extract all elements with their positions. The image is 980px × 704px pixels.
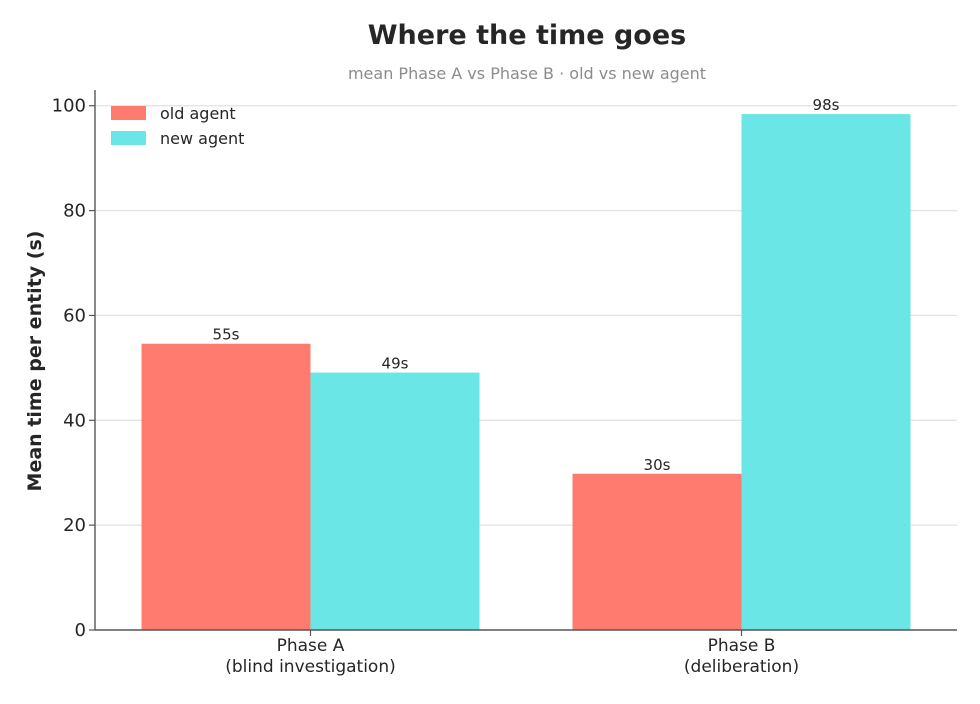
chart-title: Where the time goes [368, 20, 686, 51]
bar [741, 114, 911, 630]
data-label: 98s [813, 96, 840, 114]
y-tick-label: 20 [63, 515, 86, 536]
data-label: 55s [213, 326, 240, 344]
x-tick-label: (blind investigation) [225, 657, 396, 677]
legend-label: old agent [160, 104, 236, 123]
data-label: 49s [382, 355, 409, 373]
bar [141, 343, 311, 630]
x-tick-label: Phase A [277, 636, 345, 656]
axes: 0 20 40 60 80 100 Phase A(blind investigation)… [52, 90, 957, 677]
legend-label: new agent [160, 129, 244, 148]
chart-subtitle: mean Phase A vs Phase B · old vs new age… [348, 64, 706, 83]
bar [310, 372, 480, 630]
y-tick-label: 0 [75, 620, 86, 641]
x-tick-label: (deliberation) [684, 657, 799, 677]
y-tick-label: 100 [52, 96, 86, 117]
legend: old agent new agent [111, 104, 244, 148]
data-labels: 55s 49s 30s 98s [213, 96, 840, 474]
bar [572, 473, 742, 630]
bars [141, 114, 911, 630]
data-label: 30s [644, 456, 671, 474]
y-axis-label: Mean time per entity (s) [24, 231, 46, 492]
legend-swatch [111, 106, 146, 120]
y-tick-label: 60 [63, 305, 86, 326]
legend-swatch [111, 131, 146, 145]
x-tick-label: Phase B [708, 636, 776, 656]
y-tick-label: 80 [63, 201, 86, 222]
y-tick-label: 40 [63, 410, 86, 431]
